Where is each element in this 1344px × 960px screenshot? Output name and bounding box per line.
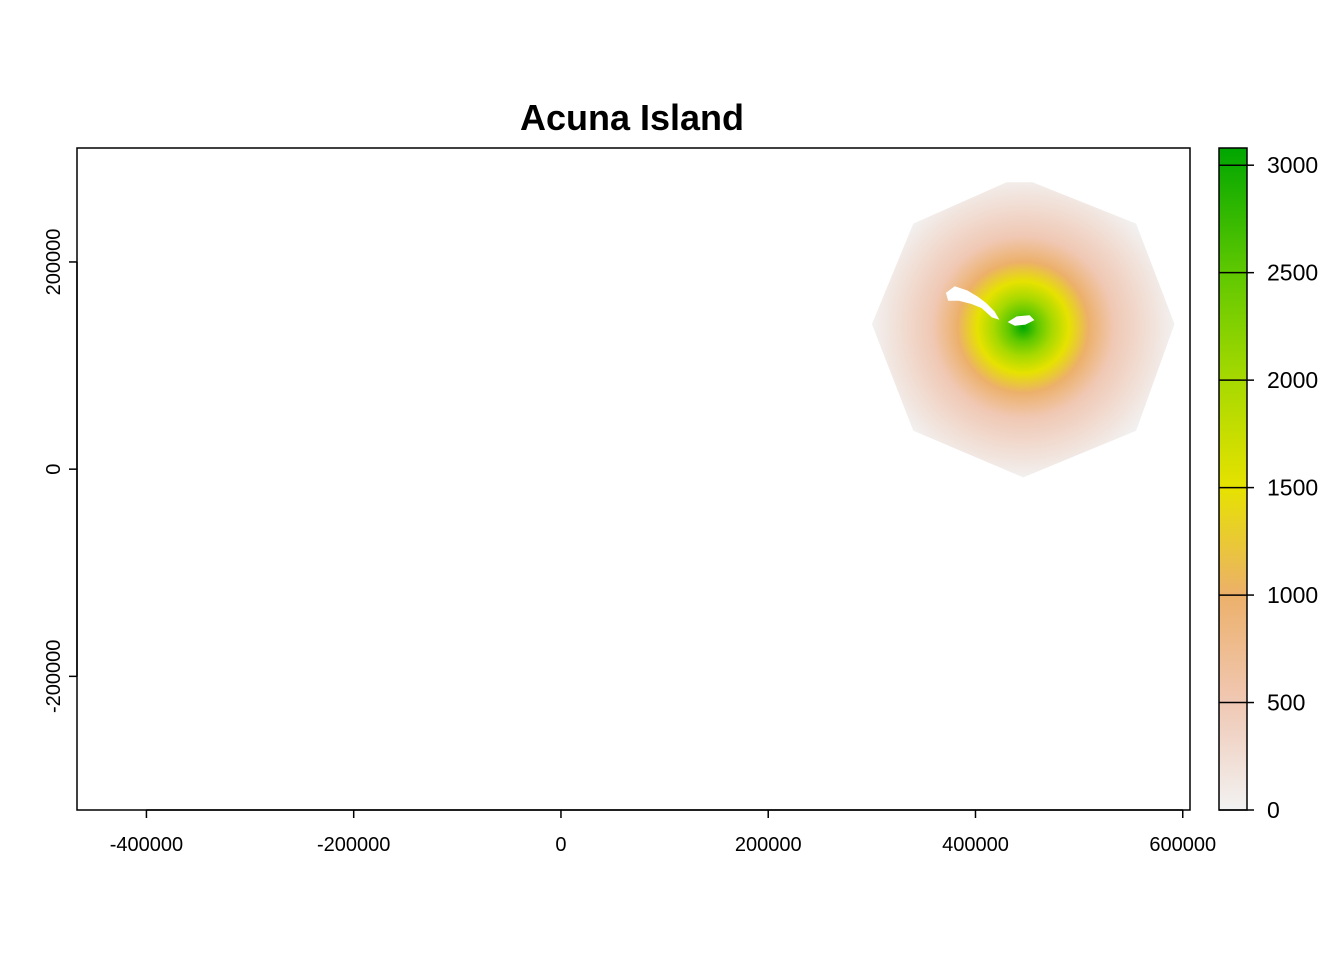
x-tick-label: 200000 — [735, 834, 802, 856]
island-shape — [945, 286, 1000, 320]
legend-tick-label: 0 — [1267, 797, 1280, 823]
legend-tick-label: 3000 — [1267, 152, 1318, 178]
x-tick-label: -400000 — [110, 834, 183, 856]
legend-ticks: 0 500 1000 1500 2000 2500 3000 — [1219, 152, 1318, 823]
x-tick-label: -200000 — [317, 834, 390, 856]
x-tick-label: 0 — [555, 834, 566, 856]
legend-tick-label: 2000 — [1267, 367, 1318, 393]
x-tick-label: 600000 — [1149, 834, 1216, 856]
raster-fill — [871, 182, 1175, 478]
legend-tick-label: 2500 — [1267, 260, 1318, 286]
legend-color-bar — [1219, 148, 1247, 810]
x-axis: -400000 -200000 0 200000 400000 600000 — [110, 809, 1216, 856]
island-layer — [945, 286, 1035, 326]
legend-tick-label: 500 — [1267, 690, 1305, 716]
island-shape — [1007, 315, 1035, 326]
legend-tick-label: 1000 — [1267, 582, 1318, 608]
color-legend: 0 500 1000 1500 2000 2500 3000 — [1218, 147, 1318, 823]
map-title: Acuna Island — [520, 97, 744, 138]
x-tick-label: 400000 — [942, 834, 1009, 856]
y-tick-label: 200000 — [43, 229, 65, 296]
raster-layer — [871, 182, 1175, 478]
y-axis: 200000 0 -200000 — [43, 229, 78, 713]
y-tick-label: 0 — [43, 464, 65, 475]
legend-tick-label: 1500 — [1267, 475, 1318, 501]
y-tick-label: -200000 — [43, 640, 65, 713]
